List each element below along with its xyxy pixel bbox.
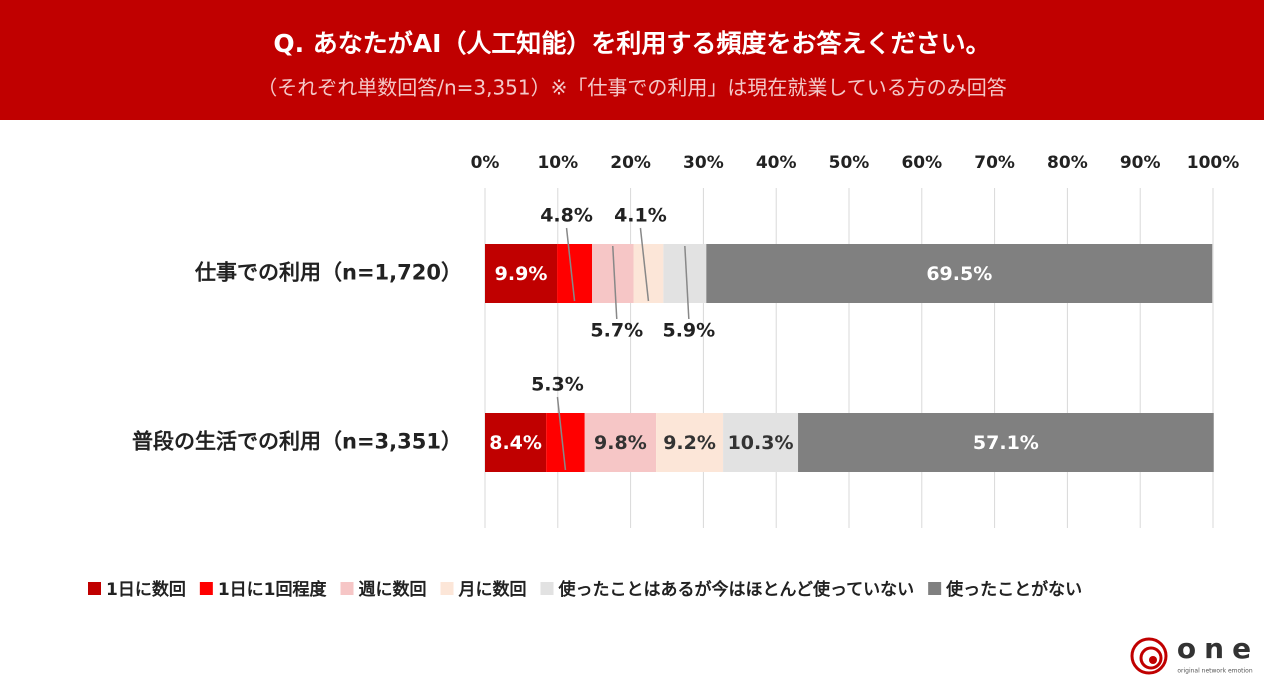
legend-label: 使ったことがない <box>945 579 1082 600</box>
data-label: 69.5% <box>926 263 992 285</box>
bar-segment <box>485 244 558 303</box>
bar-segment <box>485 413 547 472</box>
x-tick-label: 70% <box>974 153 1015 173</box>
data-label: 9.2% <box>663 432 716 454</box>
category-label: 普段の生活での利用（n=3,351） <box>132 430 462 454</box>
x-tick-label: 80% <box>1047 153 1088 173</box>
logo-tagline: original network emotion <box>1177 668 1253 675</box>
legend-label: 使ったことはあるが今はほとんど使っていない <box>558 579 915 600</box>
legend-label: 1日に1回程度 <box>218 579 328 600</box>
data-label: 9.8% <box>594 432 647 454</box>
legend-label: 1日に数回 <box>106 579 186 600</box>
legend-swatch <box>540 582 554 595</box>
bar-segment <box>798 413 1214 472</box>
legend-swatch <box>340 582 354 595</box>
leader-line <box>639 227 650 302</box>
header-band <box>0 0 1264 120</box>
leader-line <box>684 245 690 320</box>
legend-swatch <box>440 582 454 595</box>
x-tick-label: 0% <box>471 153 500 173</box>
chart-title: Q. あなたがAI（人工知能）を利用する頻度をお答えください。 <box>273 29 990 58</box>
logo-icon <box>1149 656 1157 664</box>
data-label: 10.3% <box>728 432 794 454</box>
logo: one original network emotion <box>1130 632 1259 675</box>
legend-label: 週に数回 <box>359 579 427 600</box>
x-tick-label: 10% <box>537 153 578 173</box>
legend-swatch <box>88 582 101 595</box>
data-label: 5.7% <box>590 320 643 342</box>
data-label: 8.4% <box>489 432 542 454</box>
leader-line <box>565 227 576 302</box>
x-tick-label: 30% <box>683 153 724 173</box>
logo-icon <box>1130 637 1168 675</box>
bar-segment <box>584 413 657 472</box>
bar-segment <box>546 413 585 472</box>
bar-segment <box>723 413 799 472</box>
legend-swatch <box>928 582 942 595</box>
category-label: 仕事での利用（n=1,720） <box>194 261 462 285</box>
x-tick-label: 40% <box>756 153 797 173</box>
bar-segment <box>557 244 593 303</box>
bar-segment <box>656 413 724 472</box>
bar-segment <box>633 244 664 303</box>
data-label: 4.8% <box>540 205 593 227</box>
x-tick-label: 50% <box>829 153 870 173</box>
chart-subtitle: （それぞれ単数回答/n=3,351）※「仕事での利用」は現在就業している方のみ回… <box>257 76 1007 100</box>
legend-label: 月に数回 <box>458 579 527 600</box>
bar-segment <box>706 244 1213 303</box>
x-tick-label: 90% <box>1120 153 1161 173</box>
leader-line <box>612 245 618 320</box>
logo-text: one <box>1177 632 1259 665</box>
data-label: 5.9% <box>662 320 715 342</box>
data-label: 57.1% <box>973 432 1039 454</box>
x-tick-label: 60% <box>901 153 942 173</box>
logo-icon <box>1139 646 1163 670</box>
legend-swatch <box>199 582 213 595</box>
leader-line <box>556 396 567 471</box>
data-label: 4.1% <box>614 205 667 227</box>
data-label: 9.9% <box>495 263 548 285</box>
data-label: 5.3% <box>531 374 584 396</box>
x-tick-label: 100% <box>1187 153 1240 173</box>
x-tick-label: 20% <box>610 153 651 173</box>
